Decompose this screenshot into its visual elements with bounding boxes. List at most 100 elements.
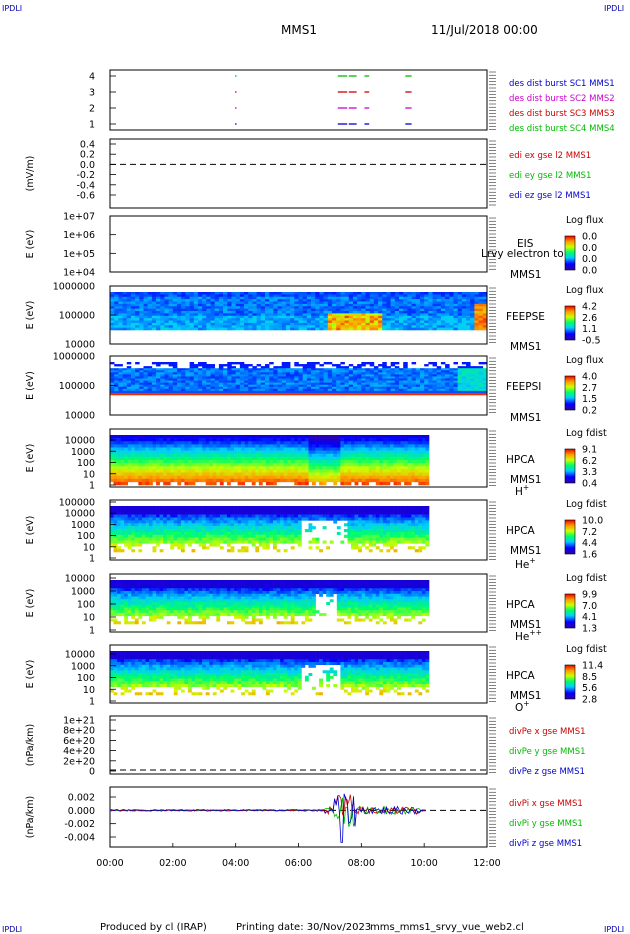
spectrogram-cell — [114, 378, 119, 381]
spectrogram-cell — [287, 438, 292, 442]
spectrogram-cell — [336, 368, 341, 371]
spectrogram-cell — [382, 315, 387, 319]
spectrogram-cell — [280, 450, 284, 455]
spectrogram-cell — [248, 386, 253, 390]
spectrogram-cell — [216, 517, 221, 521]
spectrogram-cell — [139, 294, 144, 298]
spectrogram-cell — [226, 514, 231, 518]
spectrogram-cell — [255, 438, 260, 442]
spectrogram-cell — [227, 388, 232, 392]
spectrogram-cell — [205, 450, 210, 455]
spectrogram-cell — [262, 511, 267, 515]
spectrogram-cell — [269, 315, 274, 319]
spectrogram-cell — [209, 453, 214, 458]
spectrogram-cell — [168, 322, 174, 326]
spectrogram-cell — [151, 372, 157, 375]
spectrogram-cell — [156, 392, 161, 396]
spectrogram-cell — [168, 320, 174, 324]
spectrogram-cell — [478, 372, 484, 375]
spectrogram-cell — [239, 306, 245, 309]
spectrogram-cell — [312, 475, 316, 480]
spectrogram-cell — [411, 460, 416, 464]
spectrogram-cell — [223, 364, 228, 367]
spectrogram-cell — [294, 475, 299, 480]
spectrogram-cell — [248, 520, 253, 524]
spectrogram-cell — [191, 511, 196, 515]
spectrogram-cell — [172, 301, 178, 305]
spectrogram-cell — [285, 303, 291, 307]
spectrogram-cell — [209, 517, 214, 521]
spectrogram-cell — [424, 292, 429, 295]
spectrogram-cell — [230, 511, 235, 515]
spectrogram-cell — [277, 322, 283, 326]
spectrogram-cell — [239, 384, 245, 388]
spectrogram-cell — [148, 523, 153, 527]
spectrogram-cell — [357, 382, 362, 385]
spectrogram-cell — [283, 441, 288, 445]
spectrogram-cell — [147, 306, 153, 309]
spectrogram-cell — [411, 388, 417, 392]
spectrogram-cell — [234, 444, 238, 448]
spectrogram-cell — [390, 368, 396, 371]
instrument-label: EIS — [517, 238, 534, 250]
spectrogram-cell — [156, 362, 161, 365]
spectrogram-cell — [205, 469, 210, 473]
spectrogram-cell — [394, 368, 400, 371]
spectrogram-cell — [276, 453, 281, 458]
spectrogram-cell — [281, 311, 287, 314]
y-tick-label: 2 — [89, 104, 95, 115]
spectrogram-cell — [143, 327, 148, 331]
spectrogram-cell — [159, 534, 164, 538]
spectrogram-cell — [285, 294, 291, 298]
spectrogram-cell — [403, 320, 408, 324]
spectrogram-cell — [206, 368, 211, 371]
spectrogram-cell — [226, 506, 231, 510]
spectrogram-cell — [332, 380, 337, 383]
spectrogram-cell — [252, 325, 257, 328]
spectrogram-cell — [223, 478, 228, 483]
spectrogram-cell — [152, 534, 157, 538]
spectrogram-cell — [277, 327, 283, 331]
spectrogram-cell — [453, 390, 458, 394]
spectrogram-cell — [152, 517, 157, 521]
spectrogram-cell — [397, 456, 401, 461]
spectrogram-cell — [343, 466, 348, 470]
spectrogram-cell — [135, 368, 140, 371]
spectrogram-cell — [117, 540, 121, 544]
spectrogram-cell — [348, 308, 354, 312]
spectrogram-cell — [114, 299, 119, 302]
spectrogram-cell — [312, 472, 316, 476]
spectrogram-cell — [269, 303, 274, 307]
spectrogram-cell — [393, 460, 398, 464]
spectrogram-cell — [302, 325, 308, 328]
spectrogram-cell — [478, 388, 484, 392]
spectrogram-cell — [262, 469, 267, 473]
spectrogram-cell — [277, 366, 283, 369]
spectrogram-cell — [373, 378, 379, 381]
spectrogram-cell — [135, 320, 140, 324]
spectrogram-cell — [185, 380, 190, 383]
spectrogram-cell — [319, 460, 323, 464]
spectrogram-cell — [218, 374, 224, 377]
spectrogram-cell — [386, 370, 391, 373]
spectrogram-cell — [134, 469, 139, 473]
spectrogram-cell — [218, 322, 224, 326]
spectrogram-cell — [281, 294, 287, 298]
spectrogram-cell — [436, 322, 442, 326]
spectrogram-cell — [168, 318, 174, 321]
spectrogram-cell — [234, 517, 238, 521]
spectrogram-cell — [369, 299, 375, 302]
spectrogram-cell — [248, 447, 253, 451]
spectrogram-cell — [177, 469, 182, 473]
spectrogram-cell — [198, 463, 203, 467]
spectrogram-cell — [322, 453, 327, 458]
spectrogram-cell — [322, 469, 327, 473]
spectrogram-cell — [138, 514, 143, 518]
spectrogram-cell — [394, 382, 400, 385]
spectrogram-cell — [193, 368, 199, 371]
spectrogram-cell — [453, 303, 458, 307]
spectrogram-cell — [177, 447, 182, 451]
spectrogram-cell — [372, 444, 377, 448]
spectrogram-cell — [332, 315, 337, 319]
spectrogram-cell — [114, 388, 119, 392]
